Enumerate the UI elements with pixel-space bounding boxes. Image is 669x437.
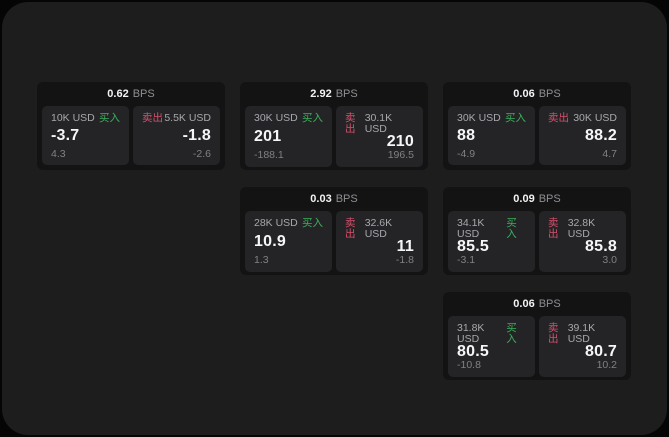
quote-card: 0.06 BPS 30K USD 买入 88 -4.9 卖出 30K USD bbox=[443, 82, 631, 170]
bps-header: 0.03 BPS bbox=[240, 187, 428, 211]
sell-delta: 196.5 bbox=[387, 149, 414, 161]
bps-value: 0.62 bbox=[107, 87, 129, 100]
sell-delta: 3.0 bbox=[602, 254, 617, 266]
sell-label: 卖出 bbox=[142, 112, 163, 124]
buy-price: 88 bbox=[457, 127, 476, 144]
quote-card: 0.06 BPS 31.8K USD 买入 80.5 -10.8 卖出 39.1… bbox=[443, 292, 631, 380]
buy-price: 10.9 bbox=[254, 232, 286, 250]
buy-amount: 30K USD bbox=[254, 112, 298, 124]
bps-value: 2.92 bbox=[310, 87, 332, 100]
buy-sell-panels: 31.8K USD 买入 80.5 -10.8 卖出 39.1K USD 80.… bbox=[443, 316, 631, 380]
buy-amount: 31.8K USD bbox=[457, 322, 485, 345]
sell-delta: -2.6 bbox=[192, 147, 211, 160]
buy-sell-panels: 34.1K USD 买入 85.5 -3.1 卖出 32.8K USD 85.8… bbox=[443, 211, 631, 275]
sell-price: 11 bbox=[396, 238, 414, 255]
buy-sell-panels: 10K USD 买入 -3.7 4.3 卖出 5.5K USD -1.8 -2.… bbox=[37, 106, 225, 170]
quote-card: 0.62 BPS 10K USD 买入 -3.7 4.3 卖出 5.5K USD bbox=[37, 82, 225, 170]
buy-amount: 34.1K USD bbox=[457, 217, 485, 240]
buy-label: 买入 bbox=[506, 322, 517, 345]
sell-panel[interactable]: 卖出 5.5K USD -1.8 -2.6 bbox=[133, 106, 220, 165]
buy-amount: 10K USD bbox=[51, 112, 95, 124]
bps-header: 0.06 BPS bbox=[443, 82, 631, 106]
bps-value: 0.09 bbox=[513, 192, 535, 205]
buy-panel[interactable]: 30K USD 买入 88 -4.9 bbox=[448, 106, 535, 165]
sell-delta: 10.2 bbox=[596, 359, 617, 371]
sell-panel[interactable]: 卖出 39.1K USD 80.7 10.2 bbox=[539, 316, 626, 377]
sell-delta: 4.7 bbox=[602, 147, 617, 160]
bps-header: 0.62 BPS bbox=[37, 82, 225, 106]
buy-sell-panels: 30K USD 买入 201 -188.1 卖出 30.1K USD 210 1… bbox=[240, 106, 428, 170]
buy-price: -3.7 bbox=[51, 127, 80, 144]
bps-header: 2.92 BPS bbox=[240, 82, 428, 106]
quote-card: 0.09 BPS 34.1K USD 买入 85.5 -3.1 卖出 32.8K… bbox=[443, 187, 631, 275]
quote-card: 2.92 BPS 30K USD 买入 201 -188.1 卖出 30.1K … bbox=[240, 82, 428, 170]
sell-amount: 5.5K USD bbox=[164, 112, 211, 124]
bps-value: 0.06 bbox=[513, 297, 535, 310]
buy-label: 买入 bbox=[506, 217, 517, 240]
sell-amount: 30K USD bbox=[573, 112, 617, 124]
buy-label: 买入 bbox=[302, 217, 323, 229]
quote-cards-grid: 0.62 BPS 10K USD 买入 -3.7 4.3 卖出 5.5K USD bbox=[37, 82, 631, 380]
buy-sell-panels: 28K USD 买入 10.9 1.3 卖出 32.6K USD 11 -1.8 bbox=[240, 211, 428, 275]
buy-panel[interactable]: 31.8K USD 买入 80.5 -10.8 bbox=[448, 316, 535, 377]
sell-label: 卖出 bbox=[345, 112, 356, 135]
buy-sell-panels: 30K USD 买入 88 -4.9 卖出 30K USD 88.2 4.7 bbox=[443, 106, 631, 170]
buy-label: 买入 bbox=[505, 112, 526, 124]
buy-delta: -188.1 bbox=[254, 149, 284, 161]
bps-value: 0.03 bbox=[310, 192, 332, 205]
sell-label: 卖出 bbox=[548, 322, 559, 345]
sell-panel[interactable]: 卖出 30K USD 88.2 4.7 bbox=[539, 106, 626, 165]
bps-unit-label: BPS bbox=[335, 87, 358, 100]
sell-amount: 32.6K USD bbox=[364, 217, 393, 240]
sell-price: -1.8 bbox=[182, 127, 211, 144]
sell-panel[interactable]: 卖出 30.1K USD 210 196.5 bbox=[336, 106, 423, 167]
bps-header: 0.09 BPS bbox=[443, 187, 631, 211]
sell-label: 卖出 bbox=[548, 217, 559, 240]
sell-label: 卖出 bbox=[548, 112, 569, 124]
sell-label: 卖出 bbox=[345, 217, 356, 240]
bps-value: 0.06 bbox=[513, 87, 535, 100]
bps-unit-label: BPS bbox=[132, 87, 155, 100]
sell-amount: 32.8K USD bbox=[567, 217, 596, 240]
quote-card: 0.03 BPS 28K USD 买入 10.9 1.3 卖出 32.6K US… bbox=[240, 187, 428, 275]
bps-header: 0.06 BPS bbox=[443, 292, 631, 316]
bps-unit-label: BPS bbox=[335, 192, 358, 205]
buy-price: 85.5 bbox=[457, 238, 489, 255]
buy-label: 买入 bbox=[99, 112, 120, 124]
buy-delta: -3.1 bbox=[457, 254, 476, 266]
sell-price: 80.7 bbox=[585, 343, 617, 360]
buy-panel[interactable]: 28K USD 买入 10.9 1.3 bbox=[245, 211, 332, 272]
buy-amount: 28K USD bbox=[254, 217, 298, 229]
bps-unit-label: BPS bbox=[538, 87, 561, 100]
buy-delta: -4.9 bbox=[457, 147, 476, 160]
buy-panel[interactable]: 34.1K USD 买入 85.5 -3.1 bbox=[448, 211, 535, 272]
buy-panel[interactable]: 30K USD 买入 201 -188.1 bbox=[245, 106, 332, 167]
buy-delta: 1.3 bbox=[254, 254, 269, 266]
sell-panel[interactable]: 卖出 32.6K USD 11 -1.8 bbox=[336, 211, 423, 272]
sell-delta: -1.8 bbox=[395, 254, 414, 266]
bps-unit-label: BPS bbox=[538, 192, 561, 205]
buy-price: 201 bbox=[254, 127, 282, 145]
sell-panel[interactable]: 卖出 32.8K USD 85.8 3.0 bbox=[539, 211, 626, 272]
bps-unit-label: BPS bbox=[538, 297, 561, 310]
buy-label: 买入 bbox=[302, 112, 323, 124]
buy-delta: -10.8 bbox=[457, 359, 481, 371]
buy-price: 80.5 bbox=[457, 343, 489, 360]
sell-price: 85.8 bbox=[585, 238, 617, 255]
buy-amount: 30K USD bbox=[457, 112, 501, 124]
buy-panel[interactable]: 10K USD 买入 -3.7 4.3 bbox=[42, 106, 129, 165]
sell-amount: 39.1K USD bbox=[567, 322, 596, 345]
buy-delta: 4.3 bbox=[51, 147, 66, 160]
sell-price: 88.2 bbox=[585, 127, 617, 144]
sell-amount: 30.1K USD bbox=[364, 112, 393, 135]
sell-price: 210 bbox=[386, 133, 414, 150]
